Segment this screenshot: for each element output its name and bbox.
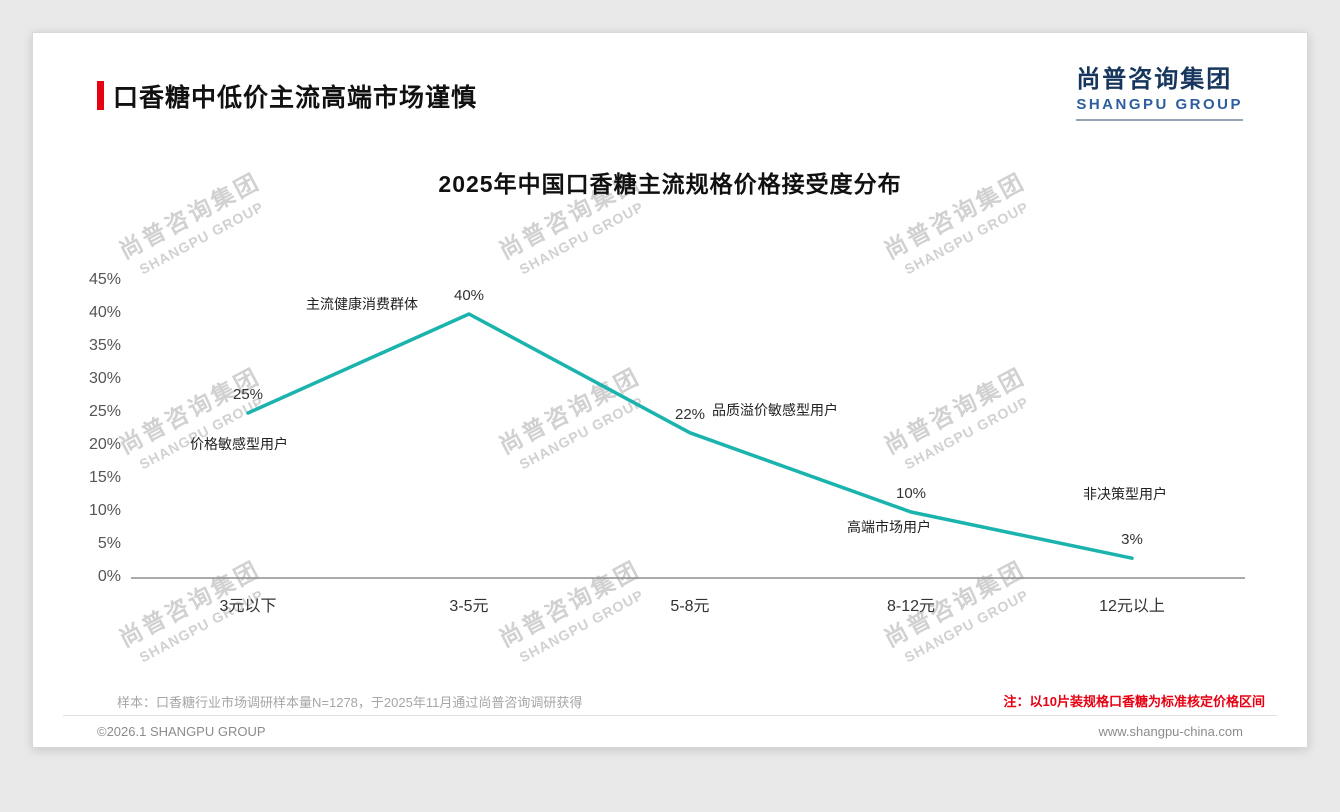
y-tick-label: 35% [88, 337, 121, 354]
y-tick-label: 20% [88, 436, 121, 453]
y-tick-label: 40% [88, 304, 121, 321]
sample-note: 样本：口香糖行业市场调研样本量N=1278，于2025年11月通过尚普咨询调研获… [117, 695, 583, 710]
y-tick-label: 25% [88, 403, 121, 420]
footer: ©2026.1 SHANGPU GROUP www.shangpu-china.… [97, 724, 1243, 739]
logo-en-text: SHANGPU GROUP [1076, 96, 1243, 113]
chart-annotation: 高端市场用户 [847, 519, 931, 535]
y-tick-label: 10% [88, 502, 121, 519]
x-tick-label: 5-8元 [670, 598, 710, 615]
data-point-label: 22% [674, 405, 706, 423]
y-tick-label: 5% [97, 535, 121, 552]
data-point-label: 25% [232, 386, 264, 403]
data-point-label: 10% [895, 485, 927, 502]
x-tick-label: 12元以上 [1099, 598, 1165, 615]
acceptance-line-series [246, 312, 1134, 560]
logo-cn-text: 尚普咨询集团 [1076, 66, 1233, 93]
x-tick-label: 3-5元 [449, 598, 489, 615]
title-accent-bar [97, 81, 104, 110]
price-basis-note: 注：以10片装规格口香糖为标准核定价格区间 [1003, 694, 1265, 709]
x-tick-label: 3元以下 [219, 598, 277, 615]
y-tick-label: 15% [88, 469, 121, 486]
chart-annotation: 主流健康消费群体 [306, 296, 418, 312]
data-point-label: 3% [1121, 531, 1143, 549]
chart-annotation: 品质溢价敏感型用户 [712, 402, 838, 418]
y-tick-label: 0% [97, 568, 121, 585]
page-title: 口香糖中低价主流高端市场谨慎 [113, 84, 478, 112]
data-point-label: 40% [453, 287, 485, 304]
y-tick-label: 45% [88, 271, 121, 288]
footer-divider [63, 715, 1277, 716]
chart-title: 2025年中国口香糖主流规格价格接受度分布 [438, 171, 902, 197]
slide: 口香糖中低价主流高端市场谨慎 尚普咨询集团 SHANGPU GROUP 2025… [32, 32, 1308, 748]
copyright-text: ©2026.1 SHANGPU GROUP [97, 724, 266, 739]
chart-annotation: 非决策型用户 [1083, 486, 1167, 502]
x-tick-label: 8-12元 [886, 598, 936, 615]
line-chart [131, 312, 1245, 579]
company-logo: 尚普咨询集团 SHANGPU GROUP [1076, 59, 1243, 121]
website-text: www.shangpu-china.com [1098, 724, 1243, 739]
chart-annotation: 价格敏感型用户 [190, 436, 288, 452]
y-tick-label: 30% [88, 370, 121, 387]
